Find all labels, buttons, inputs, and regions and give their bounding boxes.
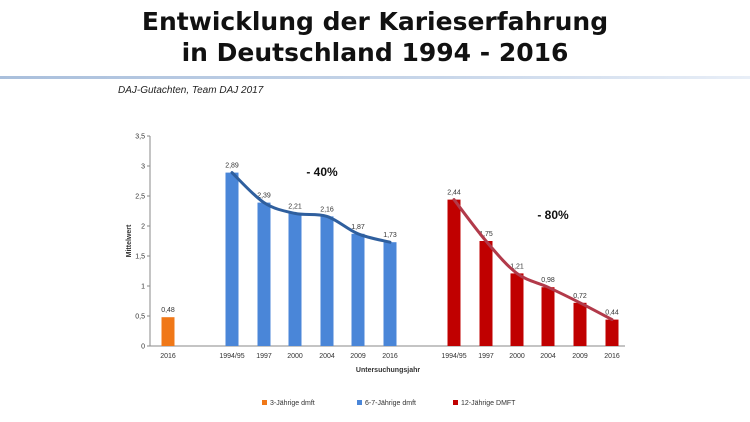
x-tick-label: 2009 bbox=[572, 353, 588, 360]
bar bbox=[447, 199, 461, 346]
x-tick-label: 1994/95 bbox=[441, 353, 466, 360]
y-tick-label: 2,5 bbox=[135, 194, 145, 201]
y-tick-label: 0,5 bbox=[135, 314, 145, 321]
annotation-minus-40: - 40% bbox=[306, 165, 338, 179]
bar bbox=[161, 317, 175, 346]
trend-line bbox=[230, 171, 392, 244]
x-tick-label: 2016 bbox=[382, 353, 398, 360]
y-tick-label: 3,5 bbox=[135, 134, 145, 141]
bar-value-label: 0,48 bbox=[161, 307, 175, 314]
bar bbox=[257, 202, 271, 346]
bar-value-label: 0,72 bbox=[573, 293, 587, 300]
y-tick-label: 0 bbox=[141, 344, 145, 351]
x-tick-label: 2004 bbox=[540, 353, 556, 360]
bar-value-label: 1,75 bbox=[479, 231, 493, 238]
x-tick-label: 1997 bbox=[256, 353, 272, 360]
bar-value-label: 1,73 bbox=[383, 232, 397, 239]
x-tick-label: 2000 bbox=[287, 353, 303, 360]
bar bbox=[605, 319, 619, 346]
x-axis-title: Untersuchungsjahr bbox=[356, 367, 420, 374]
x-tick-label: 1997 bbox=[478, 353, 494, 360]
bar-value-label: 2,44 bbox=[447, 190, 461, 197]
legend-label: 6-7-Jährige dmft bbox=[365, 400, 416, 407]
bar-value-label: 1,87 bbox=[351, 224, 365, 231]
bar bbox=[351, 233, 365, 346]
x-tick-label: 2016 bbox=[160, 353, 176, 360]
x-tick-label: 2004 bbox=[319, 353, 335, 360]
bar bbox=[383, 242, 397, 346]
trend-line bbox=[452, 198, 614, 322]
legend-label: 12-Jährige DMFT bbox=[461, 400, 516, 407]
page-title: Entwicklung der Karieserfahrung in Deuts… bbox=[0, 6, 750, 68]
bar bbox=[541, 287, 555, 346]
annotation-minus-80: - 80% bbox=[537, 208, 569, 222]
x-tick-label: 2000 bbox=[509, 353, 525, 360]
bar-value-label: 2,89 bbox=[225, 163, 239, 170]
bar bbox=[573, 302, 587, 346]
bar bbox=[479, 241, 493, 346]
legend-label: 3-Jährige dmft bbox=[270, 400, 315, 407]
legend-swatch bbox=[453, 400, 458, 405]
legend-swatch bbox=[357, 400, 362, 405]
bar bbox=[225, 172, 239, 346]
title-line-1: Entwicklung der Karieserfahrung bbox=[141, 7, 609, 36]
title-divider bbox=[0, 76, 750, 79]
x-tick-label: 1994/95 bbox=[219, 353, 244, 360]
y-axis-title: Mittelwert bbox=[126, 224, 133, 257]
bar bbox=[320, 216, 334, 346]
y-tick-label: 3 bbox=[141, 164, 145, 171]
bar-value-label: 0,98 bbox=[541, 277, 555, 284]
bar-value-label: 2,21 bbox=[288, 203, 302, 210]
source-note: DAJ-Gutachten, Team DAJ 2017 bbox=[118, 85, 264, 96]
legend-swatch bbox=[262, 400, 267, 405]
y-tick-label: 1,5 bbox=[135, 254, 145, 261]
y-tick-label: 1 bbox=[141, 284, 145, 291]
bar bbox=[510, 273, 524, 346]
title-line-2: in Deutschland 1994 - 2016 bbox=[181, 38, 569, 67]
bar-value-label: 2,16 bbox=[320, 206, 334, 213]
x-tick-label: 2009 bbox=[350, 353, 366, 360]
y-tick-label: 2 bbox=[141, 224, 145, 231]
bar-value-label: 0,44 bbox=[605, 310, 619, 317]
x-tick-label: 2016 bbox=[604, 353, 620, 360]
bar-value-label: 2,39 bbox=[257, 193, 271, 200]
bar-value-label: 1,21 bbox=[510, 263, 524, 270]
bar bbox=[288, 213, 302, 346]
